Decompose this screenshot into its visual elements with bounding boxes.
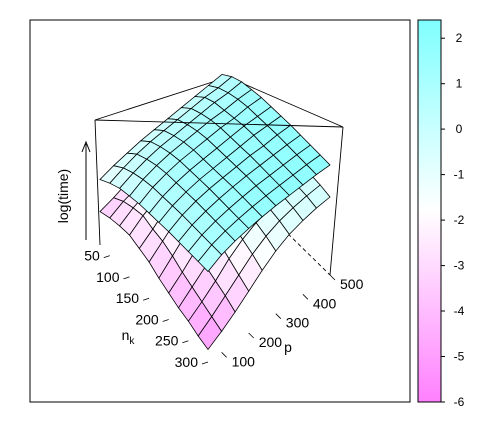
y-tick-mark-500 [329,274,336,281]
x-tick-mark-100 [123,276,130,280]
y-tick-label-100: 100 [232,353,256,369]
surface-upper-facet-10-0 [197,244,223,273]
colorbar-tick-label--2: -2 [454,213,465,227]
x-axis-label-main: n [122,327,130,343]
plot-frame [29,19,411,403]
x-tick-mark-150 [142,297,150,301]
y-tick-mark-300 [275,313,282,319]
x-axis-ticks: 50 100 150 200 250 300 [84,248,209,370]
y-axis-label: p [284,339,292,355]
y-tick-label-300: 300 [286,315,310,331]
box-edge-right-vertical [329,126,344,276]
x-axis-label-subscript: k [129,336,135,347]
y-tick-mark-100 [221,352,227,358]
colorbar-tick-label--3: -3 [454,259,465,273]
x-tick-label-300: 300 [175,354,199,370]
surface-lower-facet-10-0 [197,315,223,351]
y-tick-mark-200 [248,332,254,339]
x-tick-label-50: 50 [84,248,100,264]
box-edge-top-right [227,76,344,128]
box-edge-left-vertical [94,119,101,246]
colorbar-tick-label-2: 2 [456,31,463,45]
y-tick-label-400: 400 [313,295,337,311]
colorbar-tick-label-0: 0 [456,122,463,136]
x-tick-mark-50 [103,255,110,258]
x-tick-mark-250 [182,340,189,344]
colorbar-tick-label--1: -1 [454,168,465,182]
z-axis-label: log(time) [55,169,71,223]
x-tick-label-100: 100 [96,269,120,285]
x-axis-label: nk [122,327,136,347]
box-edge-top-front [94,119,344,128]
colorbar-tick-label--5: -5 [454,350,465,364]
y-tick-label-500: 500 [340,276,364,292]
z-axis-arrowhead [81,140,91,153]
colorbar-tick-label--6: -6 [454,395,465,409]
colorbar-tick-label-1: 1 [456,77,463,91]
surface-upper [99,73,331,273]
x-tick-mark-200 [162,319,169,322]
y-tick-label-200: 200 [259,334,283,350]
y-tick-mark-400 [302,294,309,300]
x-tick-label-200: 200 [135,312,159,328]
x-tick-label-150: 150 [116,290,140,306]
box-front-edges [94,119,344,276]
x-tick-label-250: 250 [155,333,179,349]
colorbar-tick-label--4: -4 [454,304,465,318]
x-tick-mark-300 [201,361,209,365]
colorbar [417,19,442,403]
box-edge-top-left [94,76,229,121]
colorbar-ticks: 2 1 0 -1 -2 -3 -4 -5 -6 [441,31,465,409]
